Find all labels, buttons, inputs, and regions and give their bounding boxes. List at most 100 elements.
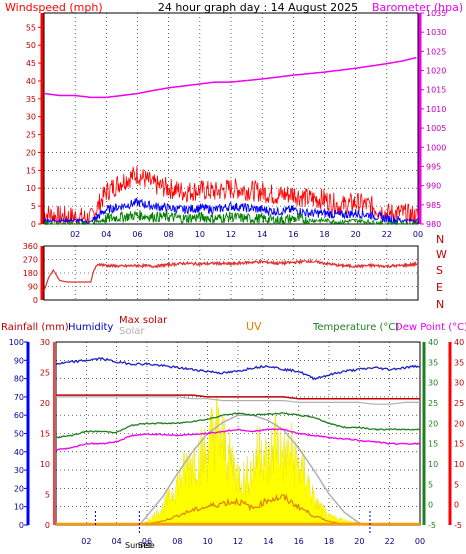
temp-tick-label: 25 [428,399,438,408]
temp-tick-label: 35 [428,358,438,367]
wind-x-label: 00 [413,230,423,239]
wind-tick-label: 15 [26,166,36,175]
wind-tick-label: 50 [26,41,36,50]
maxsolar-label: Max solar [119,315,168,326]
sunrise-label: Sunrise [125,541,155,550]
climate-x-label: 04 [112,537,122,546]
wind-x-label: 02 [70,230,80,239]
uv-label: UV [246,320,262,333]
dew-tick-label: 5 [454,480,459,489]
humidity-tick-label: 0 [19,521,24,530]
baro-tick-label: 1000 [426,143,446,152]
baro-tick-label: 1025 [426,47,446,56]
climate-x-label: 22 [385,537,395,546]
dir-tick-label: 180 [23,269,38,278]
temp-tick-label: 15 [428,440,438,449]
humidity-tick-label: 10 [14,503,24,512]
climate-x-label: 08 [172,537,182,546]
baro-tick-label: 995 [426,162,441,171]
dew-tick-label: -5 [454,521,462,530]
wind-x-label: 16 [288,230,298,239]
wind-tick-label: 5 [31,202,36,211]
wind-direction-line [43,257,419,292]
wind-tick-label: 45 [26,59,36,68]
dew-tick-label: 40 [454,338,464,347]
wind-axis-label: Windspeed (mph) [5,1,103,14]
wind-x-label: 18 [319,230,329,239]
wind-plot-frame [43,12,419,225]
wind-x-label: 10 [195,230,205,239]
climate-x-label: 20 [354,537,364,546]
humidity-tick-label: 50 [14,430,24,439]
compass-label: N [436,298,444,311]
temp-tick-label: 20 [428,419,438,428]
wind-x-label: 12 [226,230,236,239]
humidity-tick-label: 30 [14,466,24,475]
rain-tick-label: 30 [40,338,50,347]
dew-tick-label: 30 [454,379,464,388]
baro-tick-label: 990 [426,182,441,191]
rain-tick-label: 10 [40,460,50,469]
wind-tick-label: 55 [26,23,36,32]
chart-title: 24 hour graph day : 14 August 2025 [158,1,358,14]
sunset-label: Set [138,541,151,550]
baro-tick-label: 985 [426,201,441,210]
climate-x-label: 10 [203,537,213,546]
wind-x-label: 22 [382,230,392,239]
wind-x-label: 20 [351,230,361,239]
dewpoint-line [55,428,421,451]
max-solar-gray-line [56,396,420,405]
climate-x-label: 06 [142,537,152,546]
wind-x-label: 04 [101,230,111,239]
low-wind-line [44,209,419,226]
humidity-tick-label: 40 [14,448,24,457]
temperature-label: Temperature (°C) [312,322,399,333]
climate-x-label: 16 [294,537,304,546]
dew-tick-label: 35 [454,358,464,367]
baro-tick-label: 1015 [426,86,446,95]
baro-tick-label: 1020 [426,67,446,76]
gust-line [43,165,419,226]
temp-tick-label: 10 [428,460,438,469]
solar-area [139,396,370,526]
temp-tick-label: -5 [428,521,436,530]
climate-x-label: 02 [81,537,91,546]
compass-label: W [436,248,447,261]
rainfall-label: Rainfall (mm) [1,322,69,333]
humidity-line [55,356,420,381]
rain-tick-label: 0 [45,521,50,530]
humidity-tick-label: 100 [9,338,24,347]
humidity-tick-label: 90 [14,356,24,365]
wind-baro-panel: 0510152025303540455055980985990995100010… [26,9,447,239]
dew-tick-label: 15 [454,440,464,449]
uv-line [139,493,370,526]
rain-tick-label: 15 [40,430,50,439]
baro-tick-label: 1010 [426,105,446,114]
max-solar-red-line [56,394,420,400]
compass-label: E [436,281,443,294]
baro-tick-label: 980 [426,220,441,229]
dew-tick-label: 0 [454,501,459,510]
barometer-line [43,56,417,99]
climate-x-label: 12 [233,537,243,546]
climate-x-label: 18 [324,537,334,546]
wind-x-label: 14 [257,230,267,239]
humidity-tick-label: 70 [14,393,24,402]
dew-tick-label: 20 [454,419,464,428]
dew-tick-label: 25 [454,399,464,408]
humidity-tick-label: 20 [14,484,24,493]
dir-tick-label: 360 [23,242,38,251]
baro-tick-label: 1035 [426,9,446,18]
wind-tick-label: 40 [26,77,36,86]
dewpoint-label: Dew Point (°C) [395,322,466,333]
temp-tick-label: 30 [428,379,438,388]
solar-label: Solar [119,326,145,337]
wind-x-label: 06 [132,230,142,239]
baro-tick-label: 1030 [426,28,446,37]
temperature-line [56,412,421,439]
temp-tick-label: 40 [428,338,438,347]
wind-tick-label: 20 [26,148,36,157]
dir-tick-label: 90 [28,283,38,292]
